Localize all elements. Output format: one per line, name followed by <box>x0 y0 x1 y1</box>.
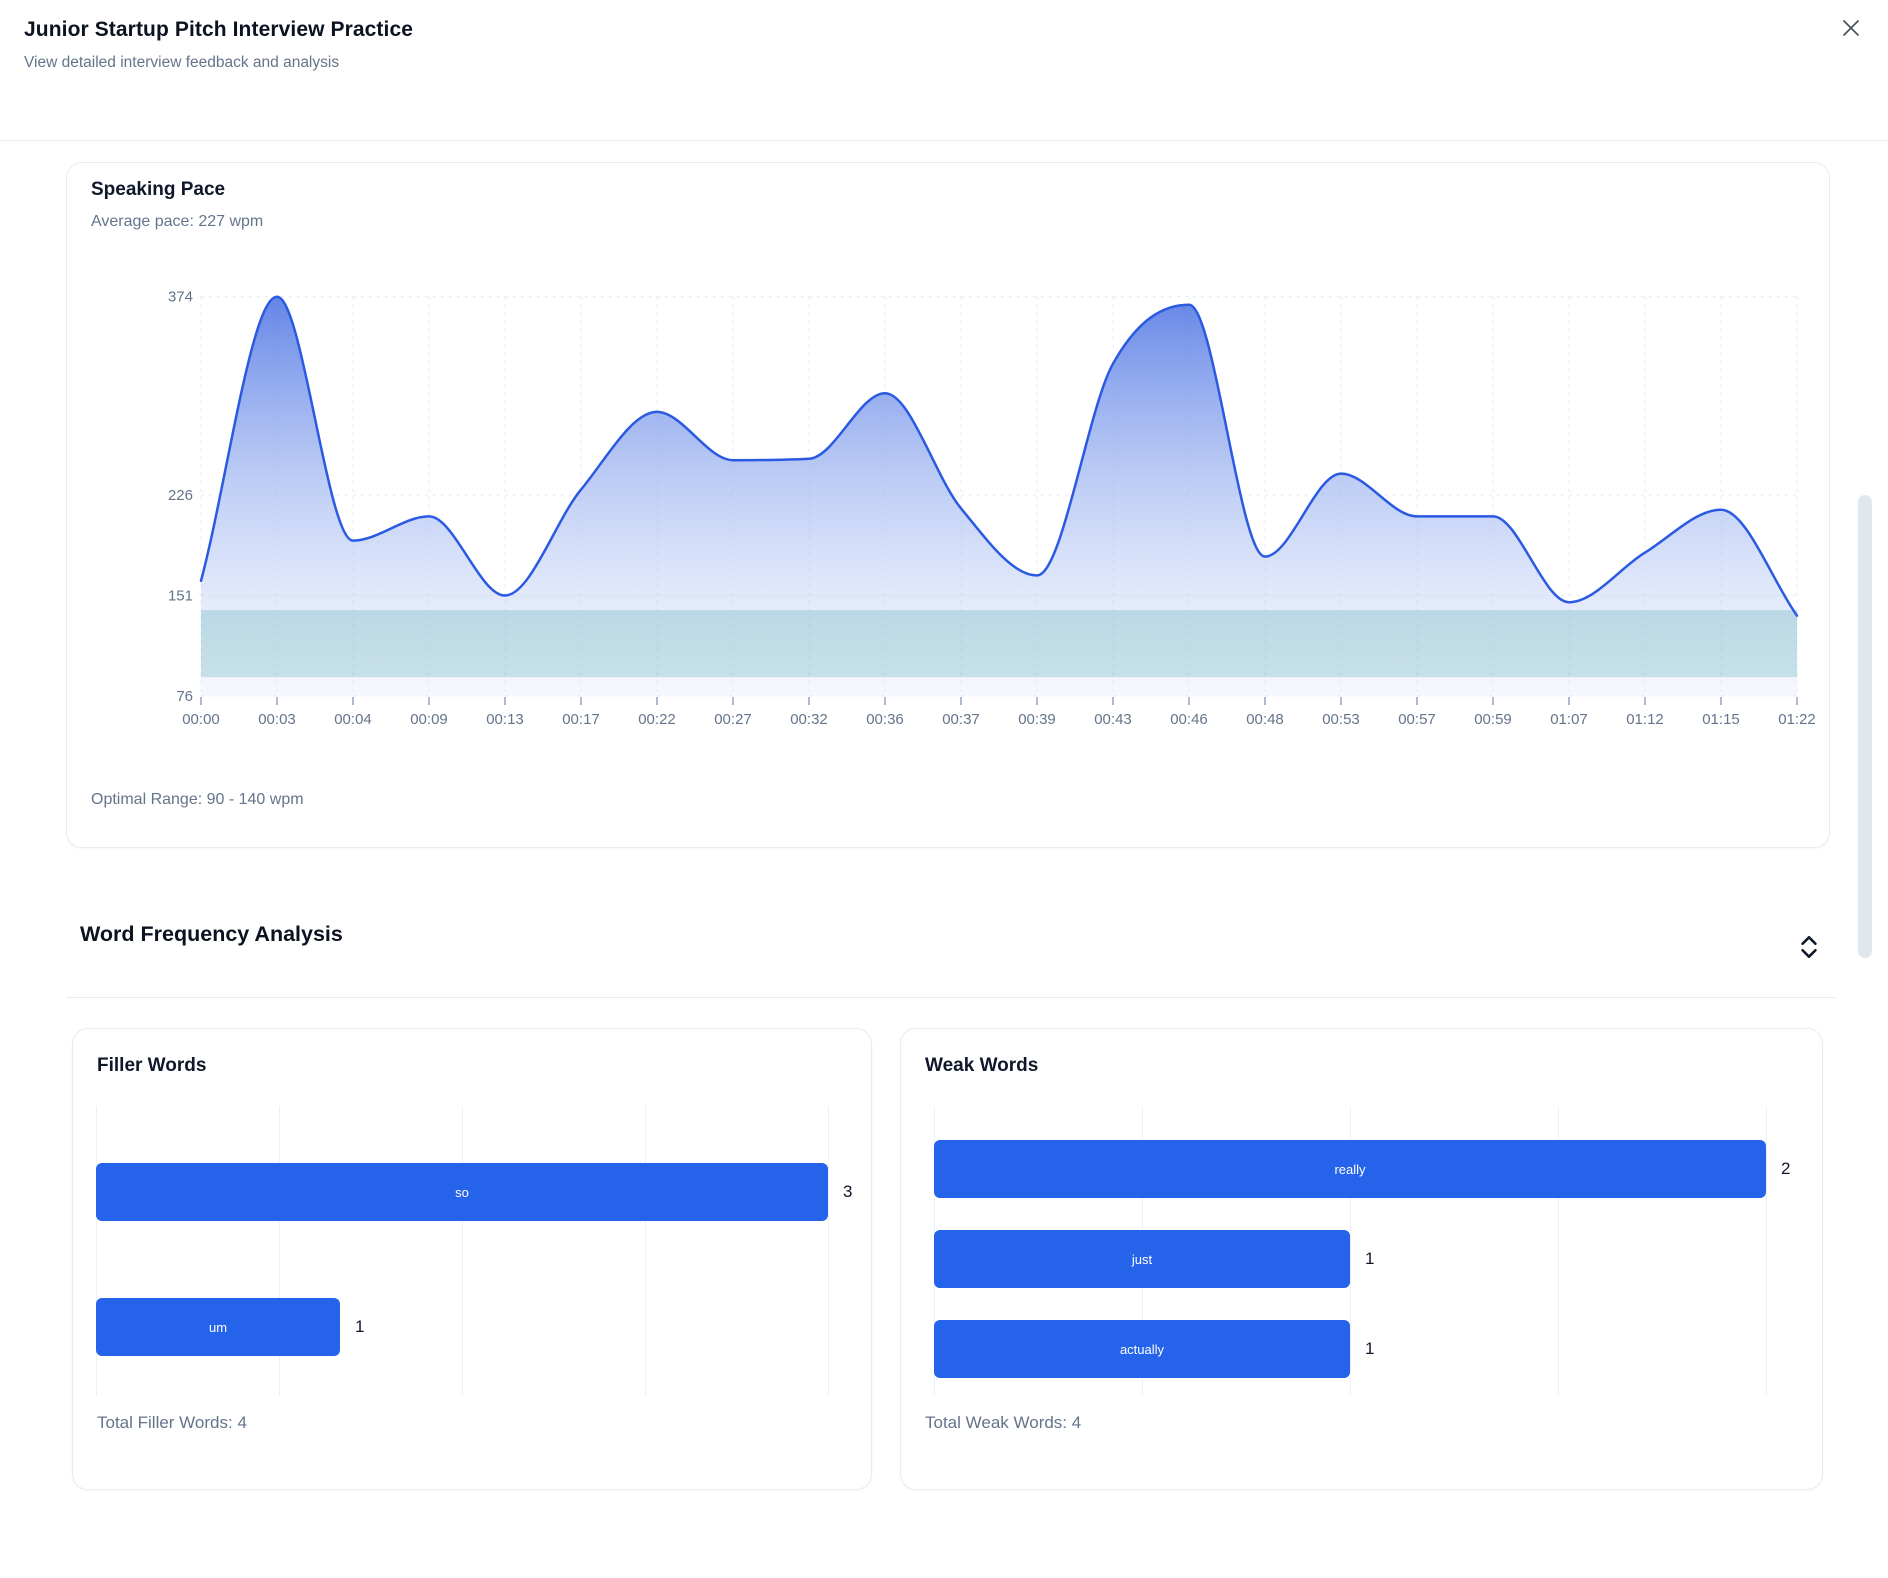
x-axis-label: 00:00 <box>182 711 220 728</box>
bar-value-label: 1 <box>1365 1339 1375 1358</box>
bar-really: really <box>934 1140 1766 1198</box>
y-axis-label: 374 <box>168 289 193 306</box>
weak-words-chart: really 2 just 1 actually 1 <box>901 1029 1822 1489</box>
x-icon <box>1843 20 1859 36</box>
pace-area <box>201 296 1797 696</box>
x-axis-label: 00:57 <box>1398 711 1436 728</box>
speaking-pace-title: Speaking Pace <box>91 179 226 200</box>
y-axis-label: 226 <box>168 487 193 504</box>
bar-gridline <box>279 1106 280 1396</box>
bar-category-label: actually <box>1119 1341 1165 1357</box>
bar-gridline <box>1558 1106 1559 1396</box>
bar-gridline <box>645 1106 646 1396</box>
x-axis-label: 00:17 <box>562 711 600 728</box>
scrollbar-thumb[interactable] <box>1858 495 1872 958</box>
x-axis-label: 00:36 <box>866 711 904 728</box>
x-axis-label: 00:59 <box>1474 711 1512 728</box>
weak-words-card: Weak Words really 2 just 1 actually 1 To… <box>900 1028 1823 1490</box>
x-axis-label: 00:48 <box>1246 711 1284 728</box>
bar-gridline <box>1350 1106 1351 1396</box>
x-axis-label: 00:27 <box>714 711 752 728</box>
x-axis-label: 01:07 <box>1550 711 1588 728</box>
y-axis-label: 76 <box>176 688 193 705</box>
page-subtitle: View detailed interview feedback and ana… <box>24 54 340 71</box>
x-axis-label: 00:32 <box>790 711 828 728</box>
x-axis-label: 01:12 <box>1626 711 1664 728</box>
section-title: Word Frequency Analysis <box>80 922 343 946</box>
bar-category-label: um <box>208 1319 228 1335</box>
x-axis-label: 01:22 <box>1778 711 1816 728</box>
x-axis-label: 00:39 <box>1018 711 1056 728</box>
speaking-pace-card: Speaking Pace Average pace: 227 wpm 76 15… <box>66 162 1830 848</box>
x-axis-label: 00:03 <box>258 711 296 728</box>
header-divider <box>0 140 1888 141</box>
section-divider <box>66 997 1836 998</box>
x-axis-label: 00:22 <box>638 711 676 728</box>
bar-category-label: just <box>1131 1251 1153 1267</box>
bar-value-label: 3 <box>843 1182 853 1201</box>
y-axis-label: 151 <box>168 588 193 605</box>
optimal-range-band <box>201 610 1797 678</box>
weak-words-title: Weak Words <box>925 1055 1039 1076</box>
speaking-pace-subtitle: Average pace: 227 wpm <box>91 213 264 230</box>
weak-words-total: Total Weak Words: 4 <box>925 1413 1082 1432</box>
filler-words-total: Total Filler Words: 4 <box>97 1413 247 1432</box>
bar-just: just <box>934 1230 1350 1288</box>
filler-words-title: Filler Words <box>97 1055 207 1076</box>
x-axis-label: 00:04 <box>334 711 372 728</box>
x-axis-label: 01:15 <box>1702 711 1740 728</box>
page-title: Junior Startup Pitch Interview Practice <box>24 18 414 41</box>
close-button[interactable] <box>1838 16 1864 42</box>
bar-gridline <box>462 1106 463 1396</box>
bar-gridline <box>828 1106 829 1396</box>
bar-gridline <box>96 1106 97 1396</box>
x-axis-label: 00:37 <box>942 711 980 728</box>
bar-value-label: 1 <box>1365 1249 1375 1268</box>
x-axis-label: 00:09 <box>410 711 448 728</box>
chevrons-up-down-icon <box>1801 935 1817 958</box>
filler-words-card: Filler Words so 3 um 1 Total Filler Word… <box>72 1028 872 1490</box>
sort-button[interactable] <box>1794 932 1824 964</box>
filler-words-chart: so 3 um 1 <box>73 1029 871 1489</box>
speaking-pace-chart: 76 151 226 374 00:00 00:03 00:04 00:09 00:13 00:1… <box>67 241 1829 741</box>
bar-value-label: 1 <box>355 1317 365 1336</box>
x-axis-label: 00:53 <box>1322 711 1360 728</box>
bar-value-label: 2 <box>1781 1159 1791 1178</box>
x-axis-label: 00:13 <box>486 711 524 728</box>
bar-gridline <box>1766 1106 1767 1396</box>
x-axis-label: 00:46 <box>1170 711 1208 728</box>
x-axis-label: 00:43 <box>1094 711 1132 728</box>
bar-um: um <box>96 1298 340 1356</box>
pace-line <box>199 295 1799 617</box>
bar-category-label: so <box>455 1184 469 1200</box>
optimal-range-note: Optimal Range: 90 - 140 wpm <box>91 791 304 808</box>
bar-category-label: really <box>1334 1161 1366 1177</box>
bar-actually: actually <box>934 1320 1350 1378</box>
bar-so: so <box>96 1163 828 1221</box>
